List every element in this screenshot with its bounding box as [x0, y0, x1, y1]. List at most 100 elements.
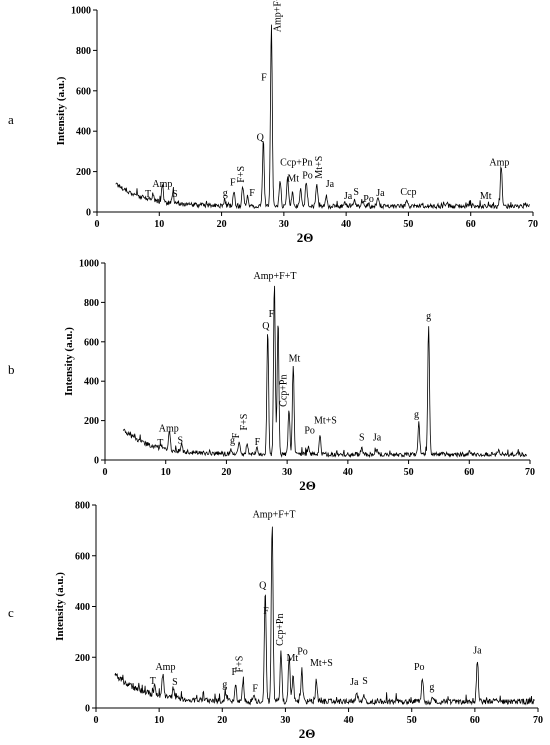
y-tick-label: 1000 — [79, 259, 99, 270]
y-tick-label: 200 — [84, 416, 99, 427]
peak-annotation: F+S — [239, 414, 250, 431]
x-tick-label: 0 — [95, 219, 100, 230]
peak-annotation: Amp+F+T — [254, 271, 297, 282]
y-tick-label: 800 — [84, 298, 99, 309]
x-axis-title: 2Θ — [299, 478, 316, 493]
peak-annotation: g — [230, 435, 235, 446]
x-axis-title: 2Θ — [297, 230, 314, 245]
peak-annotation: Po — [302, 171, 313, 182]
peak-annotation: g — [222, 680, 227, 691]
peak-annotation: Ccp — [400, 187, 416, 198]
peak-annotation: Mt — [287, 174, 299, 185]
peak-annotation: T — [150, 676, 156, 687]
peak-annotation: Amp — [159, 423, 179, 434]
peak-annotation: T — [145, 189, 151, 200]
y-tick-label: 600 — [76, 86, 91, 97]
x-tick-label: 20 — [221, 467, 231, 478]
x-tick-label: 50 — [407, 715, 417, 726]
peak-annotation: F — [230, 178, 236, 189]
peak-annotation: F+S — [234, 656, 245, 673]
x-tick-label: 50 — [404, 467, 414, 478]
peak-annotation: Mt — [480, 191, 492, 202]
x-tick-label: 20 — [217, 715, 227, 726]
x-tick-label: 10 — [161, 467, 171, 478]
y-tick-label: 200 — [76, 167, 91, 178]
x-tick-label: 30 — [280, 715, 290, 726]
peak-annotation: F — [269, 309, 275, 320]
peak-annotation: Amp+F+T — [273, 0, 284, 32]
peak-annotation: Mt — [287, 653, 299, 664]
peak-annotation: F — [252, 684, 258, 695]
peak-annotation: S — [178, 435, 184, 446]
peak-annotation: F — [232, 667, 238, 678]
peak-annotation: F — [255, 437, 261, 448]
y-axis-title: Intensity (a.u.) — [55, 76, 67, 145]
peak-annotation: Ccp+Pn — [275, 614, 286, 646]
x-tick-label: 60 — [466, 219, 476, 230]
peak-annotation: Mt+S — [310, 658, 333, 669]
peak-annotation: S — [172, 189, 178, 200]
peak-annotation: Mt+S — [314, 156, 325, 179]
x-tick-label: 0 — [94, 715, 99, 726]
x-tick-label: 40 — [343, 467, 353, 478]
peak-annotation: F — [231, 432, 242, 438]
x-tick-label: 60 — [470, 715, 480, 726]
xrd-panel-c: c 0 200 400 600 800 0 10 20 30 40 50 60 70 Intensity (… — [8, 501, 543, 742]
y-tick-label: 0 — [94, 456, 99, 467]
peak-annotation: S — [353, 187, 359, 198]
peak-annotation: F+S — [236, 166, 247, 183]
y-tick-label: 400 — [84, 377, 99, 388]
peak-annotation: Amp — [152, 179, 172, 190]
x-tick-label: 40 — [341, 219, 351, 230]
peak-annotation: Ja — [326, 179, 335, 190]
y-tick-label: 400 — [76, 127, 91, 138]
peak-annotation: F — [249, 188, 255, 199]
x-tick-label: 70 — [528, 219, 538, 230]
y-tick-label: 800 — [75, 501, 90, 512]
x-tick-label: 10 — [154, 219, 164, 230]
peak-annotation: Amp+F+T — [253, 510, 296, 521]
peak-annotation: Amp — [489, 158, 509, 169]
peak-annotation: Q — [259, 581, 267, 592]
x-tick-label: 10 — [154, 715, 164, 726]
peak-annotation: Ja — [350, 677, 359, 688]
x-tick-label: 30 — [282, 467, 292, 478]
peak-annotation: S — [362, 676, 368, 687]
peak-annotation: g — [429, 682, 434, 693]
panel-label: c — [8, 605, 14, 620]
y-tick-label: 0 — [86, 208, 91, 219]
peak-annotation: F — [261, 73, 267, 84]
peak-annotation: Mt — [289, 354, 301, 365]
xrd-pattern-line — [122, 285, 527, 459]
y-tick-label: 200 — [75, 653, 90, 664]
x-tick-label: 40 — [344, 715, 354, 726]
peak-annotation: F — [263, 606, 269, 617]
peak-annotation: Ja — [376, 188, 385, 199]
y-tick-label: 600 — [84, 337, 99, 348]
y-axis-title: Intensity (a.u.) — [63, 327, 75, 396]
peak-annotation: Mt+S — [314, 416, 337, 427]
peak-annotation: Ccp+Pn — [279, 374, 290, 406]
y-tick-label: 800 — [76, 46, 91, 57]
x-axis-title: 2Θ — [299, 726, 316, 740]
peak-annotation: g — [426, 311, 431, 322]
peak-annotation: Ja — [473, 645, 482, 656]
x-tick-label: 70 — [533, 715, 543, 726]
x-tick-label: 70 — [525, 467, 535, 478]
y-axis-title: Intensity (a.u.) — [54, 572, 66, 641]
y-tick-label: 1000 — [71, 6, 91, 17]
peak-annotation: Po — [297, 647, 308, 658]
y-tick-label: 400 — [75, 602, 90, 613]
peak-annotation: Ja — [344, 191, 353, 202]
xrd-panel-b: b 0 200 400 600 800 1000 0 10 20 30 40 50 60 70 Intensi… — [8, 259, 535, 494]
x-tick-label: 30 — [279, 219, 289, 230]
peak-annotation: Q — [257, 132, 265, 143]
peak-annotation: Ccp+Pn — [280, 158, 312, 169]
x-tick-label: 0 — [103, 467, 108, 478]
xrd-panel-a: a 0 200 400 600 800 1000 0 10 20 30 40 50 60 70 Intensi… — [8, 0, 538, 245]
peak-annotation: S — [172, 677, 178, 688]
panel-label: b — [8, 362, 15, 377]
peak-annotation: Po — [363, 194, 374, 205]
x-tick-label: 20 — [217, 219, 227, 230]
